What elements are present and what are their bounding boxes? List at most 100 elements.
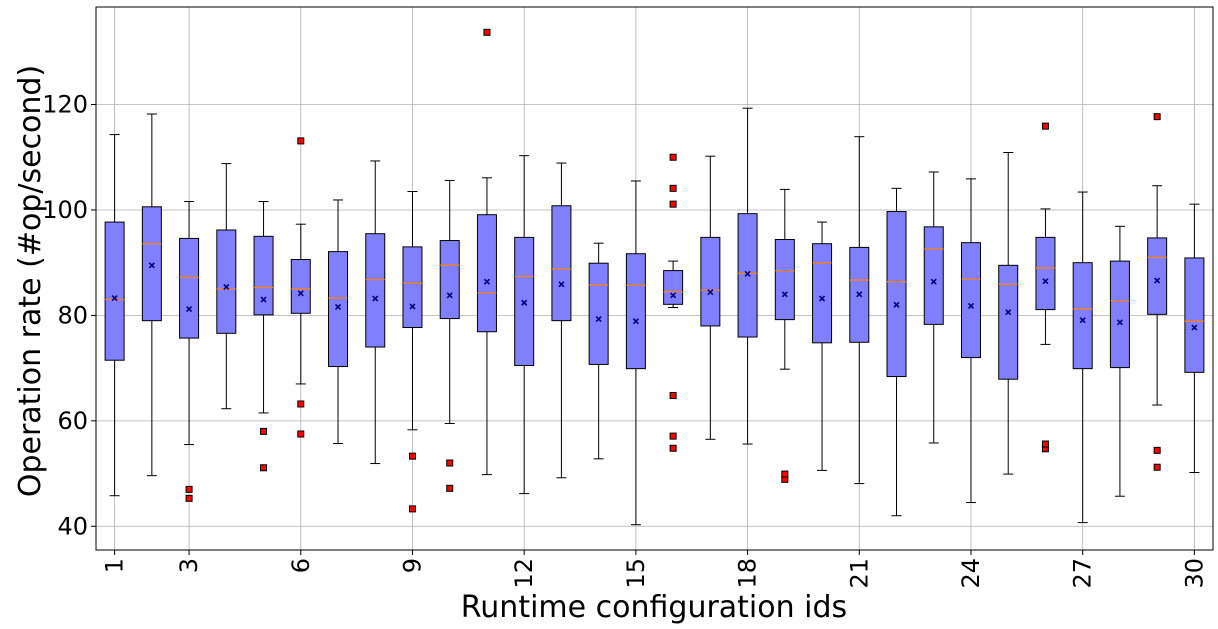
box-body [1109,260,1130,369]
box-9 [402,191,423,513]
x-axis-label: Runtime configuration ids [461,590,847,625]
x-tick-label: 15 [622,558,650,589]
outlier-point [446,484,454,492]
box-25 [998,152,1019,475]
box-14 [588,242,609,460]
box-20 [812,221,833,471]
mean-marker [372,295,379,302]
mean-marker-stroke [1154,277,1161,284]
x-tick-label: 30 [1180,558,1208,589]
box-30 [1184,203,1205,474]
x-tick-label: 6 [287,558,315,573]
box-body [179,237,200,339]
box-8 [365,160,386,465]
box-body [551,205,572,322]
mean-marker-stroke [893,301,900,308]
x-tick-label: 12 [510,558,538,589]
y-tick-label: 40 [57,512,88,540]
outlier-point [1041,122,1049,130]
outlier-point [408,505,416,513]
x-tick-label: 1 [101,558,129,573]
outlier-point [297,430,305,438]
mean-marker [111,294,118,302]
mean-marker [967,302,975,309]
box-18 [737,107,758,445]
boxes-layer [104,28,1205,526]
box-body [625,253,646,370]
mean-marker [707,289,714,296]
y-axis-ticks: 40 60 80 100 120 [42,91,96,540]
box-body [1147,237,1168,315]
x-tick-label: 21 [845,558,873,589]
box-body [141,206,162,322]
mean-marker [1005,309,1012,316]
box-12 [514,155,535,495]
mean-marker-stroke [483,278,491,285]
mean-marker [223,283,230,291]
box-7 [328,199,349,445]
box-body [365,233,386,348]
x-tick-label: 24 [957,558,985,589]
box-29 [1147,113,1168,471]
mean-marker-stroke [186,306,193,313]
outlier-point [297,400,305,408]
box-28 [1109,225,1130,497]
y-axis-label: Operation rate (#op/second) [13,65,48,497]
box-3 [179,201,200,502]
box-body [588,262,609,365]
y-tick-label: 100 [42,196,88,224]
box-body [812,243,833,344]
box-17 [700,155,721,440]
mean-marker [483,278,491,285]
outlier-point [260,427,268,435]
mean-marker [930,278,937,285]
mean-marker [670,292,677,299]
outlier-point [185,494,193,502]
box-22 [886,187,907,517]
box-body [514,236,535,366]
mean-marker [781,291,788,298]
box-body [290,259,311,314]
mean-marker-stroke [409,303,416,310]
mean-marker-stroke [818,295,826,302]
mean-marker-stroke [111,294,118,302]
mean-marker [856,291,863,298]
mean-marker-stroke [1116,319,1123,326]
y-tick-label: 80 [57,301,88,329]
box-body [774,238,795,321]
mean-marker [744,270,751,277]
box-4 [216,163,237,410]
mean-marker-stroke [148,262,155,269]
box-body [1072,262,1093,370]
plot-frame [95,6,1214,551]
mean-marker-stroke [521,299,528,306]
box-body [998,264,1019,380]
mean-marker-stroke [744,270,751,277]
outlier-point [781,470,789,478]
box-13 [551,162,572,479]
box-body [923,226,944,325]
mean-marker-stroke [930,278,937,285]
box-21 [849,136,870,485]
mean-marker-stroke [223,283,230,291]
outlier-point [1153,446,1161,454]
y-tick-label: 120 [42,91,88,119]
outlier-point [1041,440,1049,448]
box-6 [290,137,311,438]
box-11 [476,28,497,476]
mean-marker [1191,324,1198,331]
mean-marker-stroke [372,295,379,302]
box-body [328,251,349,368]
outlier-point [669,392,677,400]
box-body [700,236,721,327]
mean-marker [1079,317,1086,324]
mean-marker [1042,278,1049,285]
outlier-point [669,444,677,452]
mean-marker-stroke [707,289,714,296]
mean-marker [1154,277,1161,284]
mean-marker [521,299,528,306]
outlier-point [446,459,454,467]
mean-marker-stroke [558,281,565,288]
mean-marker [260,296,267,303]
